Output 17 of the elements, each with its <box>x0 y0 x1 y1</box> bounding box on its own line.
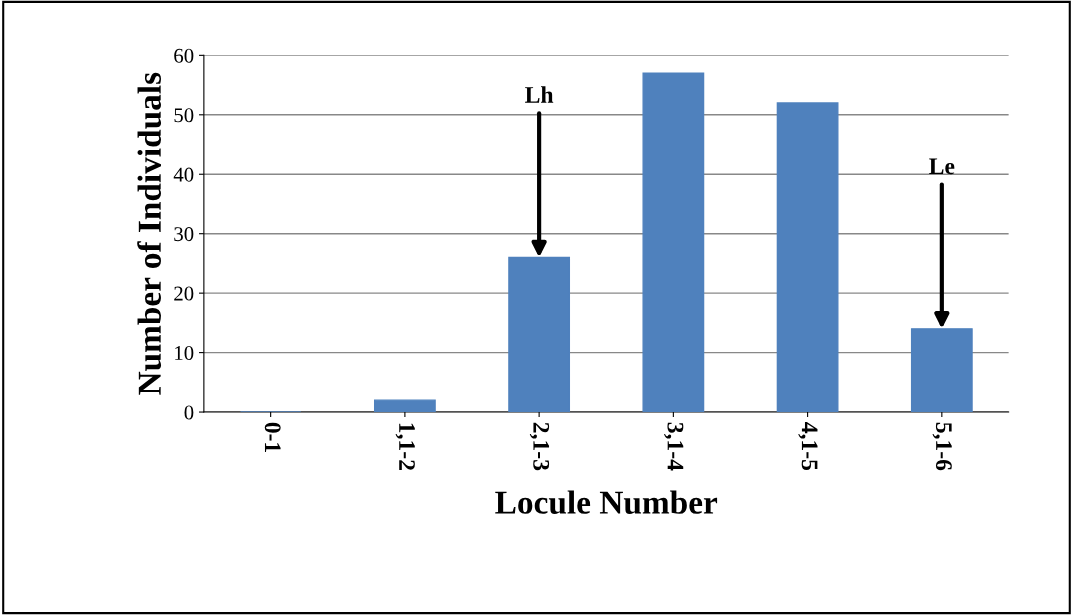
annotation: Le <box>929 158 955 175</box>
y-tick-label: 60 <box>174 48 194 63</box>
y-tick-label: 10 <box>175 345 194 361</box>
y-tick-label: 30 <box>174 227 194 242</box>
y-tick-label: 20 <box>174 286 194 301</box>
x-axis-title: Locule Number <box>495 490 718 514</box>
y-tick-label: 50 <box>174 108 194 123</box>
y-tick-label: 40 <box>173 167 194 182</box>
x-tick-label: 3,1-4 <box>664 422 684 471</box>
x-tick-label: 1,1-2 <box>395 423 415 470</box>
x-tick-label: 0-1 <box>264 422 281 453</box>
x-tick-label: 5,1-6 <box>932 422 952 471</box>
annotation: Lh <box>525 86 554 103</box>
y-axis-title: Number of Individuals <box>137 72 162 395</box>
x-tick-label: 4,1-5 <box>798 422 818 471</box>
x-tick-label: 2,1-3 <box>529 422 550 471</box>
y-tick-label: 0 <box>184 405 194 420</box>
